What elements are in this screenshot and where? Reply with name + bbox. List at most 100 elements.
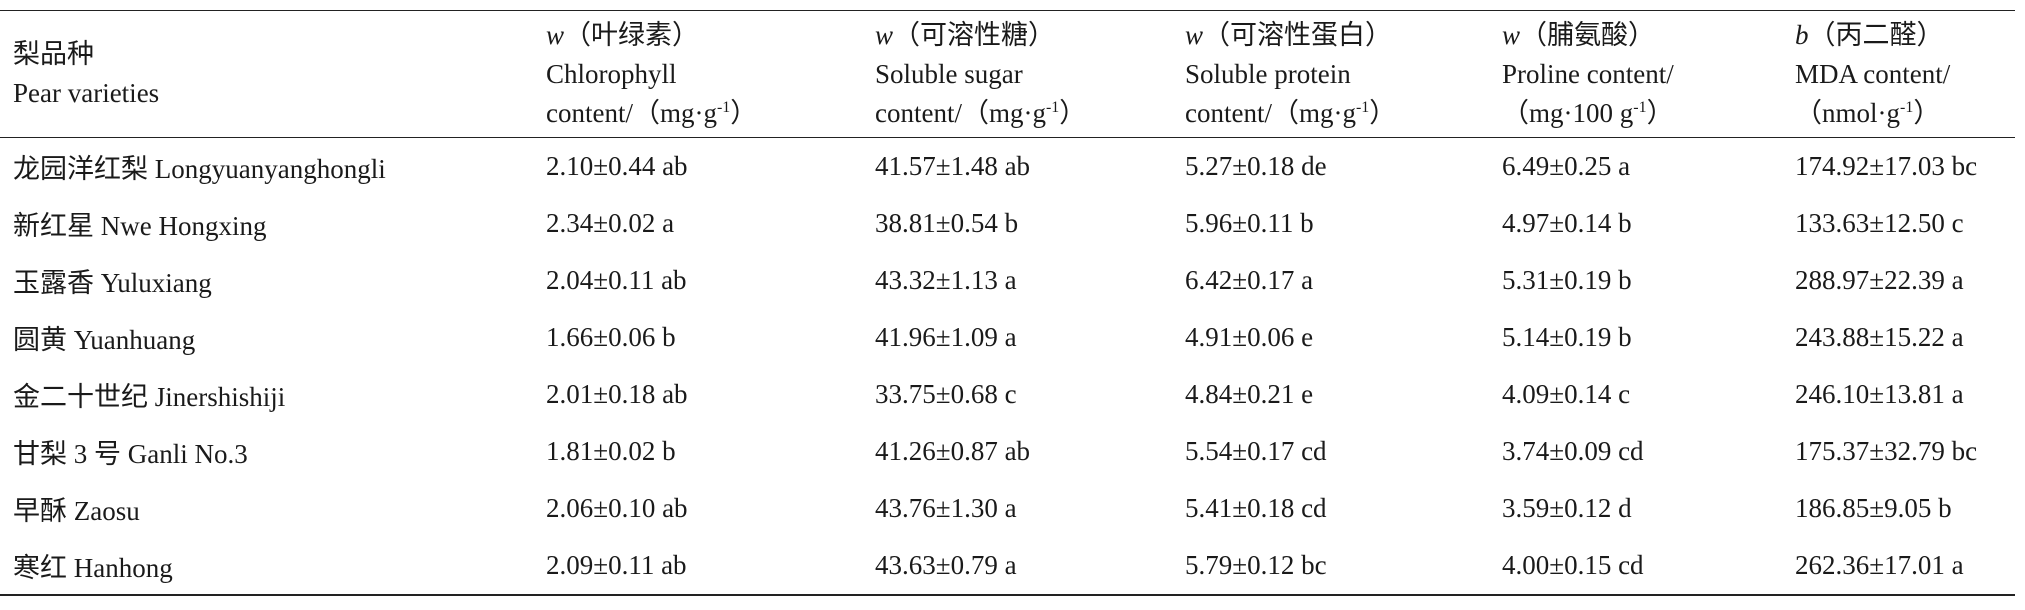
- variety-cell: 龙园洋红梨 Longyuanyanghongli: [13, 154, 386, 184]
- unit-exponent: -1: [716, 98, 731, 116]
- header-cell: 梨品种 Pear varieties: [0, 11, 546, 138]
- table-row: 玉露香 Yuluxiang 2.04±0.11 ab 43.32±1.13 a 6.4…: [0, 252, 2015, 309]
- variety-cell: 甘梨 3 号 Ganli No.3: [13, 439, 248, 469]
- table-row: 新红星 Nwe Hongxing 2.34±0.02 a 38.81±0.54 b 5…: [0, 195, 2015, 252]
- value-cell: 2.34±0.02 a: [546, 208, 675, 238]
- variety-cell: 圆黄 Yuanhuang: [13, 325, 196, 355]
- value-cell: 2.04±0.11 ab: [546, 265, 687, 295]
- value-cell: 43.76±1.30 a: [875, 493, 1017, 523]
- header-line: w（可溶性蛋白）: [1185, 16, 1502, 55]
- table-row: 圆黄 Yuanhuang 1.66±0.06 b 41.96±1.09 a 4.91±…: [0, 309, 2015, 366]
- header-cn: （脯氨酸）: [1520, 19, 1656, 50]
- header-unit: （mg·100 g-1）: [1502, 94, 1795, 133]
- variety-cell: 新红星 Nwe Hongxing: [13, 211, 267, 241]
- header-unit: content/（mg·g-1）: [546, 94, 875, 133]
- value-cell: 41.96±1.09 a: [875, 322, 1017, 352]
- header-unit: （nmol·g-1）: [1795, 94, 2015, 133]
- table-row: 早酥 Zaosu 2.06±0.10 ab 43.76±1.30 a 5.41±0.1…: [0, 480, 2015, 537]
- unit-text: ）: [1059, 97, 1087, 128]
- header-cn: （可溶性蛋白）: [1203, 19, 1393, 50]
- value-cell: 3.74±0.09 cd: [1502, 436, 1644, 466]
- value-cell: 5.41±0.18 cd: [1185, 493, 1327, 523]
- unit-text: content/（mg·g: [875, 97, 1046, 128]
- value-cell: 6.49±0.25 a: [1502, 151, 1631, 181]
- data-table: 梨品种 Pear varieties w（叶绿素） Chlorophyll conten…: [0, 10, 2015, 596]
- value-cell: 5.27±0.18 de: [1185, 151, 1327, 181]
- value-cell: 4.09±0.14 c: [1502, 379, 1631, 409]
- value-cell: 186.85±9.05 b: [1795, 493, 1952, 523]
- header-cn: 梨品种: [13, 39, 94, 69]
- header-cn: （叶绿素）: [564, 19, 700, 50]
- value-cell: 4.91±0.06 e: [1185, 322, 1314, 352]
- header-en: Pear varieties: [13, 78, 160, 108]
- value-cell: 262.36±17.01 a: [1795, 550, 1964, 580]
- value-cell: 1.81±0.02 b: [546, 436, 676, 466]
- value-cell: 2.09±0.11 ab: [546, 550, 687, 580]
- value-cell: 246.10±13.81 a: [1795, 379, 1964, 409]
- header-cn: （丙二醛）: [1808, 19, 1944, 50]
- header-unit: content/（mg·g-1）: [875, 94, 1185, 133]
- value-cell: 175.37±32.79 bc: [1795, 436, 1978, 466]
- quantity-symbol: w: [1502, 19, 1521, 50]
- quantity-symbol: w: [875, 19, 894, 50]
- header-en: Chlorophyll: [546, 58, 677, 89]
- header-cn: （可溶性糖）: [893, 19, 1056, 50]
- value-cell: 288.97±22.39 a: [1795, 265, 1964, 295]
- quantity-symbol: w: [546, 19, 565, 50]
- table-row: 甘梨 3 号 Ganli No.3 1.81±0.02 b 41.26±0.87 a…: [0, 423, 2015, 480]
- value-cell: 4.84±0.21 e: [1185, 379, 1314, 409]
- unit-text: ）: [1913, 97, 1941, 128]
- table-row: 寒红 Hanhong 2.09±0.11 ab 43.63±0.79 a 5.79±0…: [0, 537, 2015, 595]
- header-line: w（可溶性糖）: [875, 16, 1185, 55]
- header-unit: content/（mg·g-1）: [1185, 94, 1502, 133]
- table-body: 龙园洋红梨 Longyuanyanghongli 2.10±0.44 ab 41.5…: [0, 138, 2015, 595]
- value-cell: 5.79±0.12 bc: [1185, 550, 1327, 580]
- quantity-symbol: b: [1795, 19, 1809, 50]
- value-cell: 5.96±0.11 b: [1185, 208, 1314, 238]
- value-cell: 33.75±0.68 c: [875, 379, 1017, 409]
- value-cell: 41.57±1.48 ab: [875, 151, 1031, 181]
- unit-exponent: -1: [1355, 98, 1370, 116]
- header-line: w（脯氨酸）: [1502, 16, 1795, 55]
- value-cell: 4.97±0.14 b: [1502, 208, 1632, 238]
- value-cell: 133.63±12.50 c: [1795, 208, 1964, 238]
- value-cell: 243.88±15.22 a: [1795, 322, 1964, 352]
- unit-exponent: -1: [1045, 98, 1060, 116]
- header-cell: w（叶绿素） Chlorophyll content/（mg·g-1）: [546, 11, 875, 138]
- unit-text: content/（mg·g: [1185, 97, 1356, 128]
- value-cell: 6.42±0.17 a: [1185, 265, 1314, 295]
- table-row: 金二十世纪 Jinershishiji 2.01±0.18 ab 33.75±0.6…: [0, 366, 2015, 423]
- header-en: Soluble sugar: [875, 58, 1023, 89]
- unit-text: ）: [730, 97, 758, 128]
- variety-cell: 早酥 Zaosu: [13, 496, 140, 526]
- header-cell: w（脯氨酸） Proline content/（mg·100 g-1）: [1502, 11, 1795, 138]
- value-cell: 41.26±0.87 ab: [875, 436, 1031, 466]
- value-cell: 2.01±0.18 ab: [546, 379, 688, 409]
- value-cell: 43.32±1.13 a: [875, 265, 1017, 295]
- variety-cell: 寒红 Hanhong: [13, 553, 173, 583]
- unit-exponent: -1: [1633, 98, 1647, 116]
- header-row: 梨品种 Pear varieties w（叶绿素） Chlorophyll conten…: [0, 10, 2015, 138]
- value-cell: 1.66±0.06 b: [546, 322, 676, 352]
- unit-exponent: -1: [1900, 98, 1914, 116]
- header-cell: w（可溶性糖） Soluble sugar content/（mg·g-1）: [875, 11, 1185, 138]
- header-en: MDA content/: [1795, 58, 1951, 89]
- header-en: Proline content/: [1502, 58, 1674, 89]
- unit-text: （nmol·g: [1795, 97, 1900, 128]
- quantity-symbol: w: [1185, 19, 1204, 50]
- value-cell: 5.54±0.17 cd: [1185, 436, 1327, 466]
- value-cell: 174.92±17.03 bc: [1795, 151, 1978, 181]
- header-cell: w（可溶性蛋白） Soluble protein content/（mg·g-1）: [1185, 11, 1502, 138]
- value-cell: 3.59±0.12 d: [1502, 493, 1632, 523]
- value-cell: 38.81±0.54 b: [875, 208, 1019, 238]
- variety-cell: 金二十世纪 Jinershishiji: [13, 382, 286, 412]
- variety-cell: 玉露香 Yuluxiang: [13, 268, 212, 298]
- value-cell: 4.00±0.15 cd: [1502, 550, 1644, 580]
- value-cell: 2.06±0.10 ab: [546, 493, 688, 523]
- table-header: 梨品种 Pear varieties w（叶绿素） Chlorophyll conten…: [0, 10, 2015, 138]
- header-line: w（叶绿素）: [546, 16, 875, 55]
- header-line: b（丙二醛）: [1795, 16, 2015, 55]
- value-cell: 2.10±0.44 ab: [546, 151, 688, 181]
- table-row: 龙园洋红梨 Longyuanyanghongli 2.10±0.44 ab 41.5…: [0, 138, 2015, 196]
